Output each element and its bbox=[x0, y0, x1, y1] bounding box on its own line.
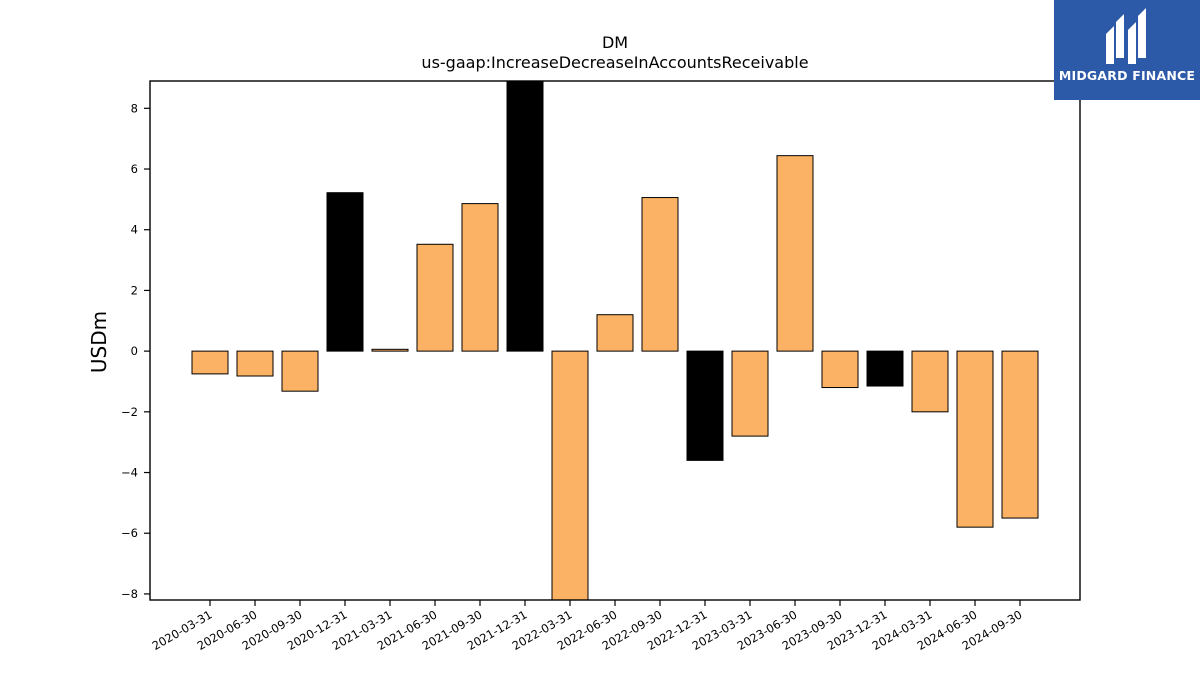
bar-2023-12-31 bbox=[866, 350, 904, 387]
bar-2020-03-31 bbox=[191, 350, 229, 375]
bar-2021-09-30 bbox=[461, 203, 499, 352]
brand-name: MIDGARD FINANCE bbox=[1058, 68, 1196, 83]
chart-title: DM bbox=[602, 33, 628, 52]
bar-2024-09-30 bbox=[1001, 350, 1039, 519]
midgard-logo-icon bbox=[1106, 8, 1146, 64]
y-tick-label: −4 bbox=[121, 466, 138, 480]
y-tick-label: 2 bbox=[131, 283, 138, 297]
bars-group bbox=[191, 80, 1039, 601]
bar-2024-03-31 bbox=[911, 350, 949, 413]
bar-2024-06-30 bbox=[956, 350, 994, 528]
y-tick-label: 8 bbox=[131, 101, 138, 115]
brand-logo: MIDGARD FINANCE bbox=[1054, 0, 1200, 100]
y-axis: −8 −6 −4 −2 0 2 4 6 8 bbox=[121, 101, 150, 601]
bar-2022-03-31 bbox=[551, 350, 589, 601]
bar-2023-03-31 bbox=[731, 350, 769, 437]
y-axis-label: USDm bbox=[87, 311, 111, 373]
y-tick-label: −2 bbox=[121, 405, 138, 419]
bar-2021-03-31 bbox=[371, 348, 409, 352]
chart-subtitle: us-gaap:IncreaseDecreaseInAccountsReceiv… bbox=[421, 53, 808, 72]
bar-2020-06-30 bbox=[236, 350, 274, 377]
bar-2023-06-30 bbox=[776, 155, 814, 352]
x-axis: 2020-03-312020-06-302020-09-302020-12-31… bbox=[150, 600, 1025, 653]
bar-2021-06-30 bbox=[416, 243, 454, 352]
y-tick-label: −8 bbox=[121, 587, 138, 601]
bar-2023-09-30 bbox=[821, 350, 859, 389]
plot-frame bbox=[149, 80, 1081, 601]
y-tick-label: 4 bbox=[131, 223, 138, 237]
bar-2020-09-30 bbox=[281, 350, 319, 392]
y-tick-label: 0 bbox=[131, 344, 138, 358]
bar-2022-12-31 bbox=[686, 350, 724, 461]
y-tick-label: −6 bbox=[121, 526, 138, 540]
bar-2020-12-31 bbox=[326, 192, 364, 352]
bar-2021-12-31 bbox=[506, 80, 544, 352]
y-tick-label: 6 bbox=[131, 162, 138, 176]
bar-2022-09-30 bbox=[641, 197, 679, 352]
bar-2022-06-30 bbox=[596, 314, 634, 352]
